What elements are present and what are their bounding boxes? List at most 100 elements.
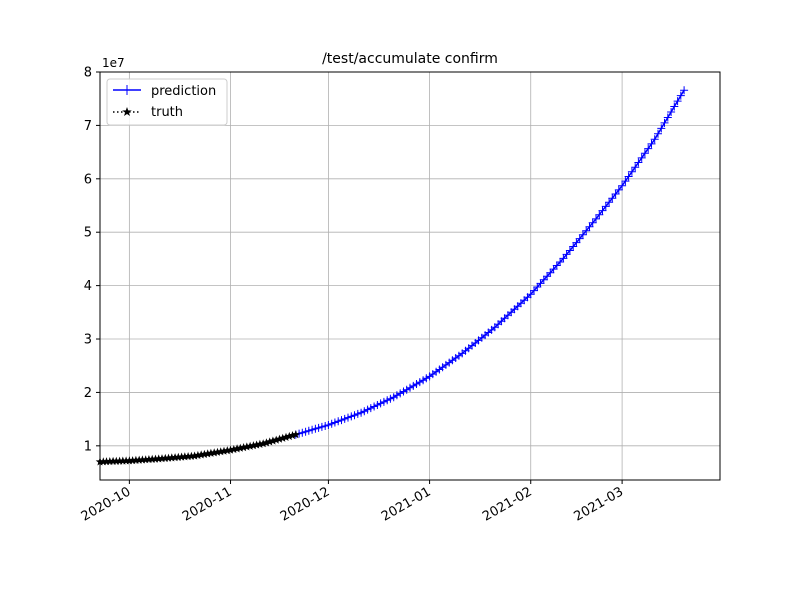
data-point-truth: [108, 456, 118, 465]
data-point-prediction: [533, 283, 542, 291]
data-point-truth: [206, 448, 216, 457]
y-tick-label: 4: [84, 279, 92, 294]
data-point-truth: [291, 430, 301, 439]
y-tick-label: 1: [84, 439, 92, 454]
data-point-prediction: [614, 185, 623, 194]
data-point-prediction: [650, 135, 659, 144]
data-point-prediction: [379, 397, 388, 406]
series-truth: [95, 430, 301, 466]
data-point-prediction: [588, 218, 597, 227]
data-point-truth: [144, 455, 154, 464]
legend-truth-marker: [122, 107, 132, 116]
data-point-truth: [187, 451, 196, 460]
y-tick-label: 3: [84, 333, 92, 348]
data-point-truth: [288, 431, 297, 440]
data-point-prediction: [327, 419, 336, 428]
data-point-prediction: [350, 411, 359, 420]
data-point-truth: [128, 456, 137, 465]
data-point-truth: [200, 449, 209, 458]
data-point-prediction: [559, 254, 568, 263]
data-point-prediction: [676, 91, 685, 100]
data-point-truth: [213, 447, 222, 456]
data-point-prediction: [549, 265, 558, 274]
data-point-prediction: [539, 275, 548, 284]
data-point-truth: [275, 434, 284, 443]
data-point-prediction: [321, 422, 330, 430]
data-point-truth: [147, 454, 157, 463]
data-point-prediction: [334, 417, 343, 426]
data-point-prediction: [386, 394, 395, 403]
legend: prediction truth: [106, 78, 228, 126]
y-axis: 1 2 3 4 5 6 7 8: [84, 66, 100, 454]
y-tick-label: 2: [84, 386, 92, 401]
data-point-prediction: [680, 86, 689, 95]
data-point-prediction: [317, 422, 326, 431]
data-point-prediction: [611, 190, 620, 198]
data-point-prediction: [392, 391, 401, 400]
data-point-truth: [271, 435, 281, 444]
data-point-truth: [151, 454, 160, 463]
data-point-prediction: [592, 214, 600, 223]
series-layer: [95, 86, 689, 466]
data-point-truth: [278, 433, 287, 442]
data-point-truth: [226, 445, 235, 454]
data-point-prediction: [370, 402, 379, 411]
data-point-truth: [99, 457, 108, 466]
data-point-prediction: [657, 124, 666, 133]
y-offset-label: 1e7: [102, 56, 125, 70]
data-point-truth: [236, 443, 245, 452]
legend-prediction-label: prediction: [151, 84, 216, 99]
data-point-prediction: [618, 181, 627, 190]
data-point-truth: [219, 446, 229, 455]
data-point-truth: [102, 457, 111, 466]
data-point-prediction: [670, 102, 679, 111]
data-point-truth: [268, 436, 278, 445]
data-point-truth: [245, 441, 255, 450]
data-point-truth: [255, 439, 265, 448]
data-point-prediction: [608, 194, 617, 203]
data-point-truth: [125, 456, 134, 465]
data-point-prediction: [373, 401, 382, 409]
y-tick-label: 5: [84, 226, 92, 241]
data-point-prediction: [360, 407, 369, 416]
data-point-prediction: [412, 380, 421, 388]
data-point-prediction: [536, 279, 545, 288]
data-point-prediction: [399, 387, 408, 396]
data-point-prediction: [301, 427, 310, 436]
data-point-truth: [141, 455, 150, 464]
data-point-prediction: [415, 378, 424, 387]
data-point-prediction: [667, 108, 676, 116]
data-point-truth: [180, 452, 190, 461]
data-point-truth: [239, 443, 248, 452]
data-point-prediction: [673, 97, 682, 106]
data-point-truth: [190, 451, 199, 460]
data-point-prediction: [637, 153, 646, 162]
data-point-prediction: [578, 230, 587, 239]
data-point-prediction: [552, 261, 561, 270]
data-point-prediction: [376, 399, 385, 408]
data-point-prediction: [569, 242, 578, 251]
data-point-prediction: [383, 396, 392, 405]
data-point-truth: [193, 450, 203, 460]
data-point-prediction: [347, 412, 356, 421]
data-point-prediction: [627, 167, 636, 176]
data-point-prediction: [304, 426, 313, 435]
y-tick-label: 6: [84, 172, 92, 187]
data-point-prediction: [598, 206, 607, 215]
data-point-prediction: [526, 290, 535, 299]
data-point-truth: [157, 454, 167, 463]
data-point-truth: [174, 452, 183, 461]
data-point-truth: [118, 456, 128, 465]
data-point-truth: [258, 439, 268, 448]
data-point-prediction: [530, 286, 538, 295]
data-point-prediction: [634, 158, 643, 167]
data-point-prediction: [631, 163, 640, 172]
data-point-truth: [134, 455, 144, 464]
data-point-prediction: [624, 172, 633, 181]
series-prediction: [291, 86, 689, 439]
plot-frame: [99, 71, 721, 481]
data-point-prediction: [585, 222, 594, 231]
data-point-truth: [167, 453, 177, 462]
data-point-truth: [232, 444, 242, 453]
data-point-truth: [285, 431, 294, 441]
